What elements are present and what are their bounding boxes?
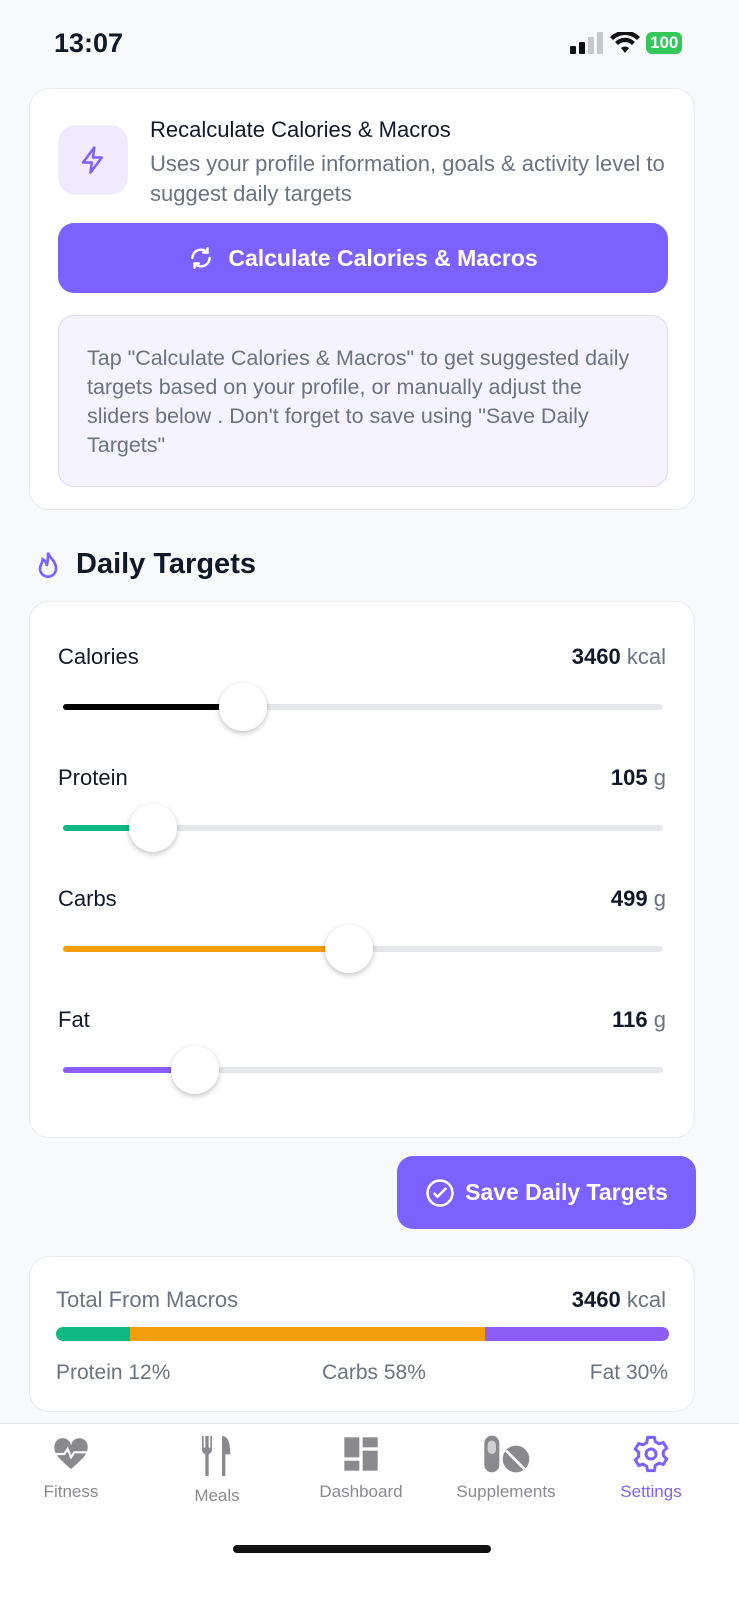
heart-pulse-icon: [54, 1438, 88, 1469]
nav-label: Fitness: [43, 1482, 99, 1501]
calories-value: 3460 kcal: [571, 644, 666, 669]
protein-percent: Protein 12%: [56, 1361, 171, 1384]
nav-label: Supplements: [456, 1482, 556, 1501]
check-circle-icon: [426, 1178, 454, 1207]
totals-title: Total From Macros: [56, 1287, 239, 1312]
daily-targets-card: Calories 3460 kcal Protein 105 g Carbs 4…: [29, 601, 695, 1138]
lightning-icon: [58, 125, 128, 195]
fat-slider[interactable]: [63, 1046, 663, 1094]
fat-segment: [485, 1327, 669, 1341]
flame-icon: [38, 552, 58, 578]
fat-label: Fat: [58, 1007, 90, 1032]
refresh-icon: [191, 247, 212, 269]
nav-label: Settings: [620, 1482, 682, 1501]
gear-icon: [633, 1435, 669, 1473]
nav-label: Meals: [194, 1486, 240, 1505]
wifi-icon: [610, 32, 640, 53]
protein-value: 105 g: [610, 765, 666, 790]
carbs-segment: [129, 1327, 486, 1341]
nav-settings[interactable]: Settings: [581, 1434, 721, 1502]
nav-fitness[interactable]: Fitness: [1, 1434, 141, 1502]
protein-slider[interactable]: [63, 804, 663, 852]
nav-label: Dashboard: [319, 1482, 403, 1501]
totals-value: 3460 kcal: [571, 1287, 666, 1312]
totals-card: Total From Macros 3460 kcal Protein 12% …: [29, 1256, 695, 1412]
fat-percent: Fat 30%: [589, 1361, 668, 1384]
hint-box: Tap "Calculate Calories & Macros" to get…: [58, 315, 668, 487]
calories-slider[interactable]: [63, 683, 663, 731]
pills-icon: [484, 1435, 530, 1473]
carbs-value: 499 g: [610, 886, 666, 911]
slider-thumb[interactable]: [219, 683, 267, 731]
calories-label: Calories: [58, 644, 139, 669]
bottom-nav: Fitness Meals Dashboard Supplements Sett…: [0, 1423, 739, 1600]
fat-value: 116 g: [612, 1007, 666, 1032]
home-indicator: [233, 1545, 491, 1553]
protein-segment: [56, 1327, 130, 1341]
carbs-label: Carbs: [58, 886, 117, 911]
signal-icon: [570, 32, 603, 54]
nav-supplements[interactable]: Supplements: [436, 1434, 576, 1502]
nav-dashboard[interactable]: Dashboard: [291, 1434, 431, 1502]
slider-fill: [63, 704, 243, 710]
slider-thumb[interactable]: [171, 1046, 219, 1094]
slider-fill: [63, 825, 153, 831]
recalculate-subtitle: Uses your profile information, goals & a…: [150, 151, 665, 206]
protein-label: Protein: [58, 765, 128, 790]
daily-targets-title: Daily Targets: [76, 548, 256, 580]
recalculate-title: Recalculate Calories & Macros: [150, 117, 451, 142]
nav-meals[interactable]: Meals: [147, 1434, 287, 1506]
slider-fill: [63, 1067, 195, 1073]
macro-distribution-bar: [56, 1327, 669, 1341]
slider-fill: [63, 946, 350, 952]
fork-knife-icon: [201, 1436, 231, 1476]
slider-thumb[interactable]: [129, 804, 177, 852]
calculate-button[interactable]: Calculate Calories & Macros: [58, 223, 668, 293]
slider-thumb[interactable]: [325, 925, 374, 973]
battery-icon: 100: [646, 32, 683, 54]
status-time: 13:07: [54, 28, 124, 58]
carbs-slider[interactable]: [63, 925, 663, 973]
dashboard-icon: [344, 1437, 378, 1471]
recalculate-card: Recalculate Calories & Macros Uses your …: [29, 88, 695, 510]
calculate-button-label: Calculate Calories & Macros: [228, 244, 538, 271]
status-icons: 100: [570, 32, 683, 54]
save-daily-targets-button[interactable]: Save Daily Targets: [397, 1156, 696, 1229]
save-button-label: Save Daily Targets: [465, 1179, 668, 1205]
carbs-percent: Carbs 58%: [322, 1361, 426, 1384]
